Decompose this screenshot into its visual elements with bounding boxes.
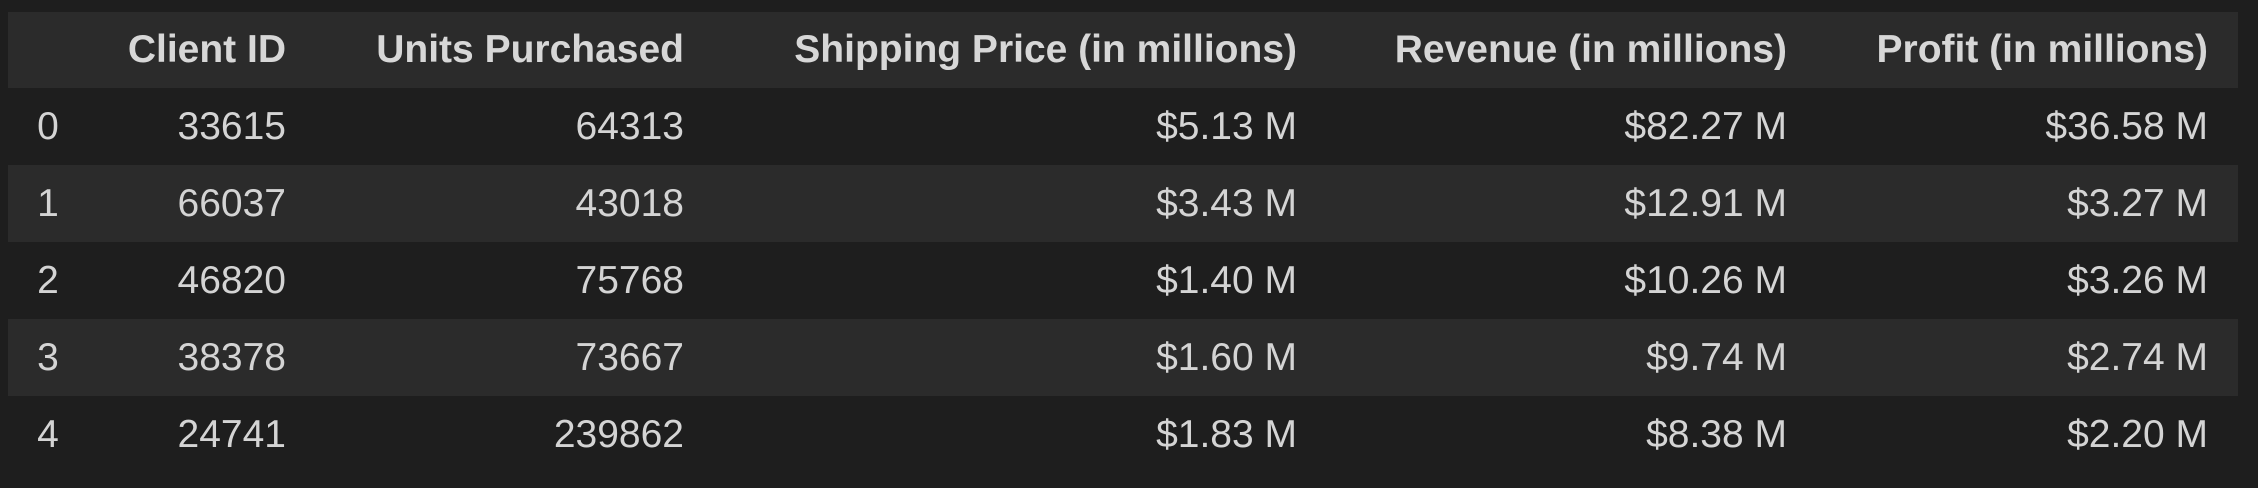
column-header-profit: Profit (in millions) xyxy=(1876,28,2208,71)
cell-units-purchased: 43018 xyxy=(575,181,684,225)
table-row: 1 66037 43018 $3.43 M $12.91 M $3.27 M xyxy=(8,165,2238,242)
table-body: 0 33615 64313 $5.13 M $82.27 M $36.58 M … xyxy=(8,88,2238,473)
table-row: 4 24741 239862 $1.83 M $8.38 M $2.20 M xyxy=(8,396,2238,473)
header-row: Client ID Units Purchased Shipping Price… xyxy=(8,12,2238,88)
table-row: 3 38378 73667 $1.60 M $9.74 M $2.74 M xyxy=(8,319,2238,396)
table-row: 0 33615 64313 $5.13 M $82.27 M $36.58 M xyxy=(8,88,2238,165)
cell-profit: $2.74 M xyxy=(2067,335,2208,379)
column-header-revenue: Revenue (in millions) xyxy=(1394,28,1787,71)
row-index: 1 xyxy=(37,181,59,225)
cell-shipping-price: $3.43 M xyxy=(1156,181,1297,225)
cell-profit: $36.58 M xyxy=(2045,104,2208,148)
column-header-shipping-price: Shipping Price (in millions) xyxy=(794,28,1297,71)
cell-client-id: 33615 xyxy=(177,104,286,148)
dataframe-table: Client ID Units Purchased Shipping Price… xyxy=(8,12,2238,473)
cell-units-purchased: 73667 xyxy=(575,335,684,379)
cell-profit: $3.26 M xyxy=(2067,258,2208,302)
cell-shipping-price: $1.40 M xyxy=(1156,258,1297,302)
table-row: 2 46820 75768 $1.40 M $10.26 M $3.26 M xyxy=(8,242,2238,319)
cell-profit: $3.27 M xyxy=(2067,181,2208,225)
cell-revenue: $12.91 M xyxy=(1624,181,1787,225)
cell-profit: $2.20 M xyxy=(2067,412,2208,456)
cell-client-id: 24741 xyxy=(177,412,286,456)
row-index: 0 xyxy=(37,104,59,148)
row-index: 4 xyxy=(37,412,59,456)
cell-shipping-price: $1.83 M xyxy=(1156,412,1297,456)
row-index: 2 xyxy=(37,258,59,302)
cell-client-id: 66037 xyxy=(177,181,286,225)
cell-units-purchased: 75768 xyxy=(575,258,684,302)
cell-units-purchased: 64313 xyxy=(575,104,684,148)
column-header-units-purchased: Units Purchased xyxy=(376,28,684,71)
cell-revenue: $82.27 M xyxy=(1624,104,1787,148)
cell-client-id: 38378 xyxy=(177,335,286,379)
cell-revenue: $8.38 M xyxy=(1646,412,1787,456)
cell-client-id: 46820 xyxy=(177,258,286,302)
cell-shipping-price: $5.13 M xyxy=(1156,104,1297,148)
row-index: 3 xyxy=(37,335,59,379)
cell-revenue: $9.74 M xyxy=(1646,335,1787,379)
index-column-header xyxy=(8,12,88,88)
cell-revenue: $10.26 M xyxy=(1624,258,1787,302)
column-header-client-id: Client ID xyxy=(127,28,286,71)
cell-units-purchased: 239862 xyxy=(553,412,684,456)
table-header: Client ID Units Purchased Shipping Price… xyxy=(8,12,2238,88)
cell-shipping-price: $1.60 M xyxy=(1156,335,1297,379)
